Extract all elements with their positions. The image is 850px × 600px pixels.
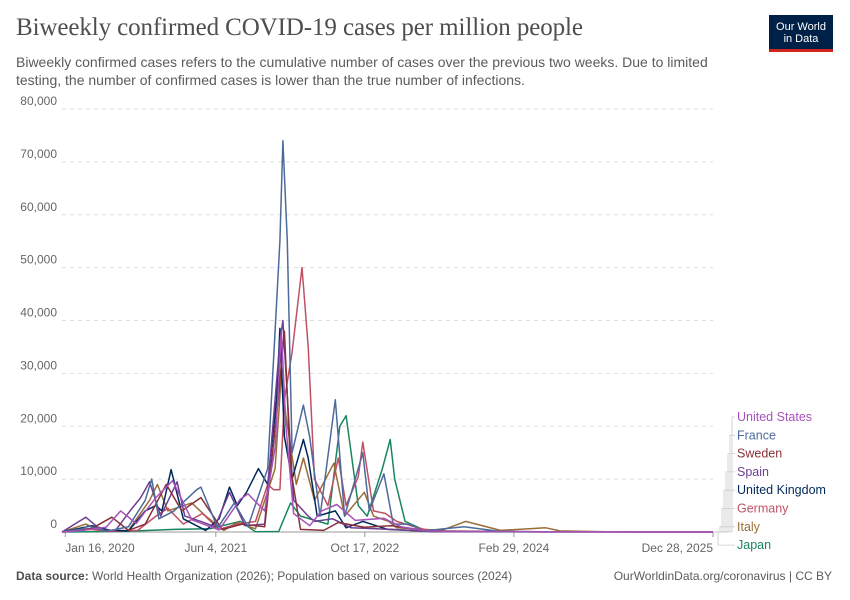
series-line-italy: [61, 372, 714, 533]
legend-label: France: [737, 428, 776, 442]
legend-label: Spain: [737, 465, 769, 479]
series-line-sweden: [61, 330, 713, 533]
legend-label: Japan: [737, 538, 771, 552]
chart-subtitle: Biweekly confirmed cases refers to the c…: [16, 54, 708, 88]
y-tick-label: 0: [50, 517, 57, 531]
y-tick-label: 30,000: [20, 358, 57, 372]
series-line-spain: [61, 319, 713, 533]
x-tick-label: Dec 28, 2025: [642, 541, 714, 555]
legend-label: Germany: [737, 502, 789, 516]
data-source-label: Data source:: [16, 569, 89, 583]
series-line-germany: [61, 266, 714, 533]
data-source: Data source: World Health Organization (…: [16, 569, 512, 583]
series-line-france: [61, 139, 713, 533]
legend-label: United States: [737, 410, 812, 424]
y-tick-label: 40,000: [20, 306, 57, 320]
y-tick-label: 80,000: [20, 94, 57, 108]
x-tick-label: Jan 16, 2020: [65, 541, 135, 555]
legend-connector: [713, 531, 735, 546]
chart-title: Biweekly confirmed COVID-19 cases per mi…: [16, 14, 583, 41]
series-line-united-kingdom: [61, 327, 714, 533]
y-tick-label: 20,000: [20, 411, 57, 425]
series-line-japan: [61, 414, 713, 533]
x-tick-label: Oct 17, 2022: [330, 541, 399, 555]
series-line-united-states: [61, 330, 714, 533]
x-tick-label: Feb 29, 2024: [479, 541, 550, 555]
x-tick-label: Jun 4, 2021: [184, 541, 247, 555]
y-tick-label: 50,000: [20, 253, 57, 267]
legend-label: United Kingdom: [737, 483, 826, 497]
y-tick-label: 70,000: [20, 147, 57, 161]
legend-label: Sweden: [737, 447, 782, 461]
footer-link[interactable]: OurWorldinData.org/coronavirus | CC BY: [613, 569, 832, 583]
y-tick-label: 60,000: [20, 200, 57, 214]
y-tick-label: 10,000: [20, 464, 57, 478]
legend-label: Italy: [737, 520, 761, 534]
logo-line-2: in Data: [783, 33, 819, 45]
data-source-text: World Health Organization (2026); Popula…: [92, 569, 513, 583]
owid-logo[interactable]: Our World in Data: [769, 15, 833, 52]
logo-line-1: Our World: [776, 21, 826, 33]
